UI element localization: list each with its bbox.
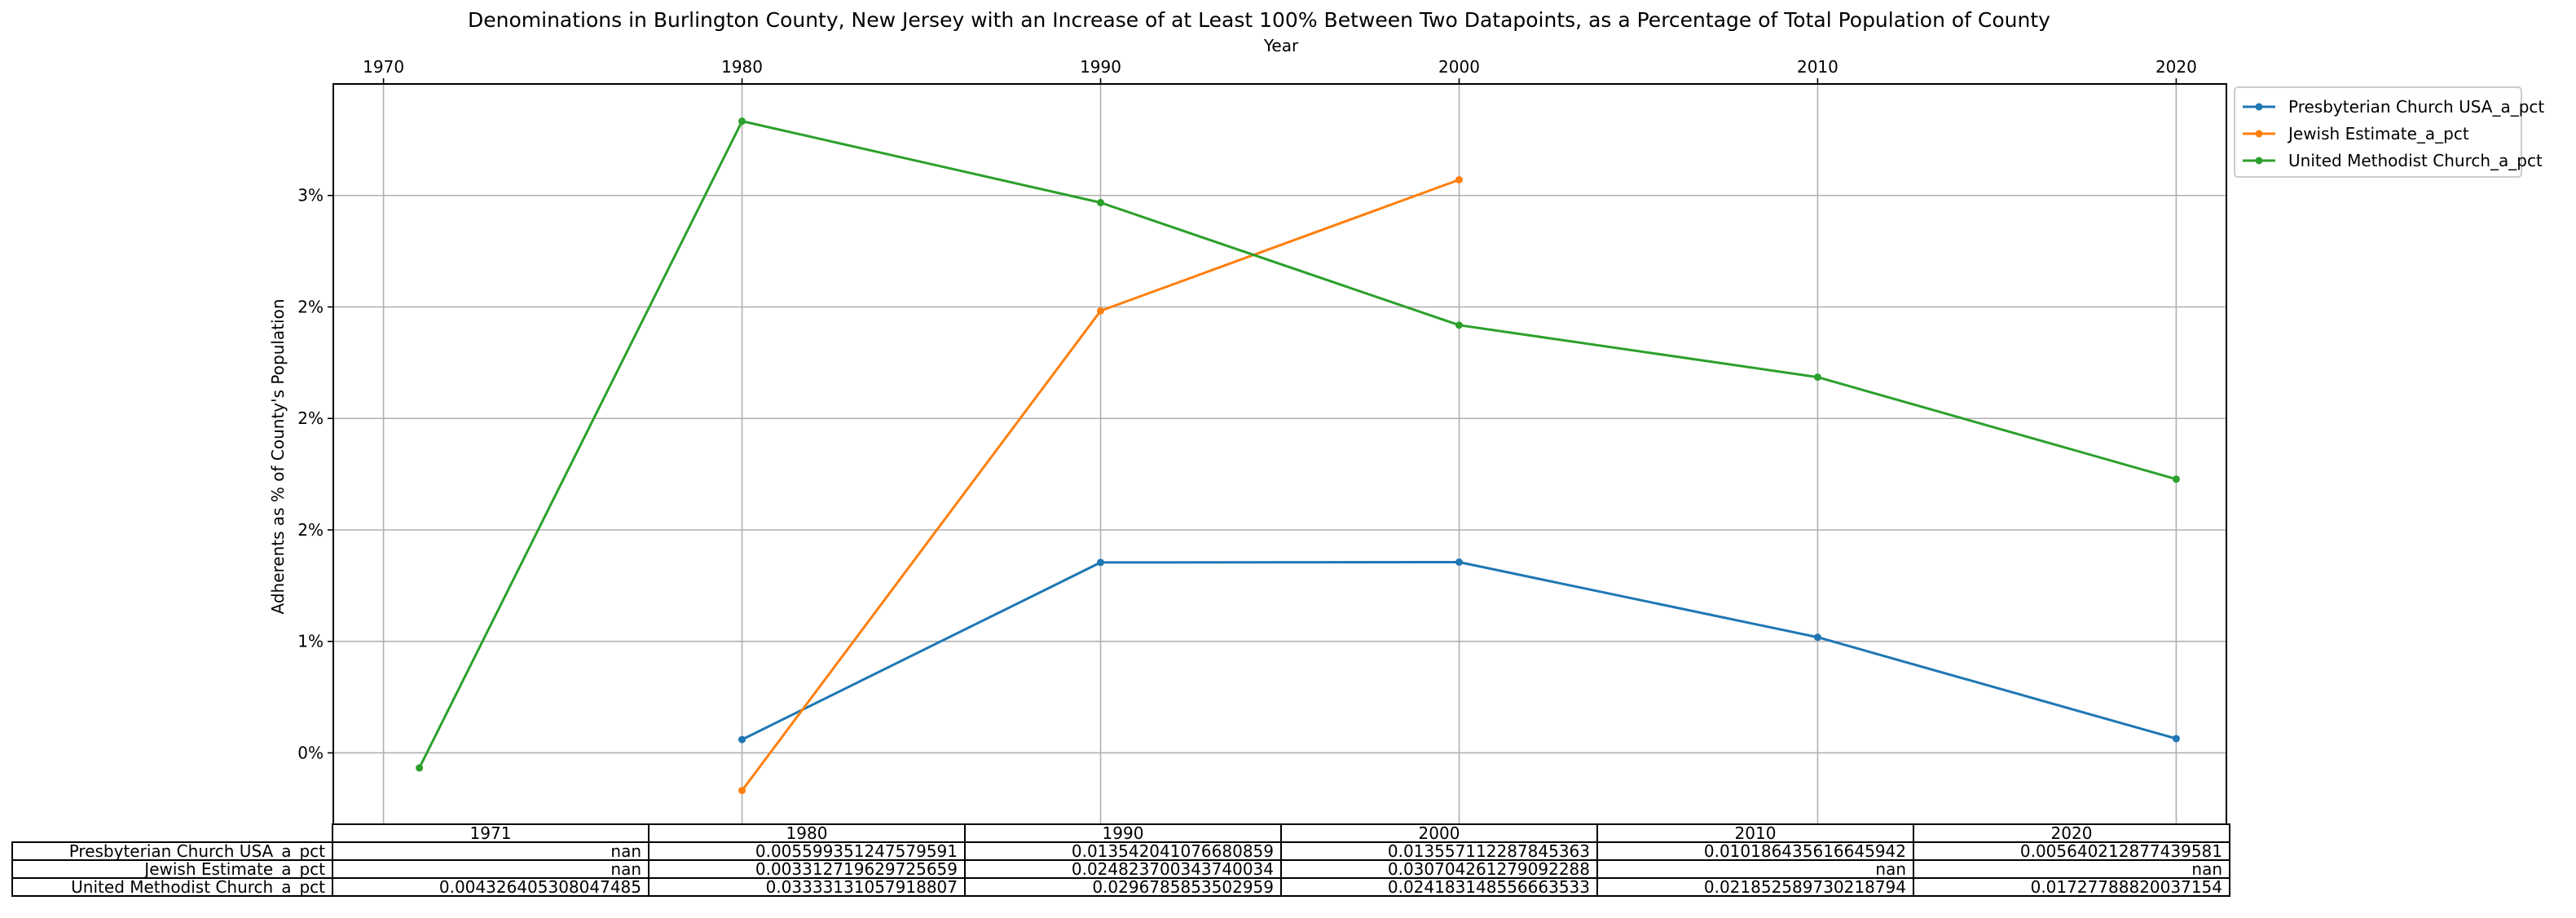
gridlines [333,84,2226,824]
data-point [1455,558,1463,566]
table-column-header: 2010 [1596,823,1914,843]
legend-marker [2255,130,2263,138]
table-cell: 0.021852589730218794 [1596,877,1914,897]
x-tick-label: 1990 [1080,57,1121,77]
table-column-header: 2000 [1280,823,1598,843]
data-point [2172,475,2180,483]
table-cell: 0.003312719629725659 [648,859,966,879]
table-cell: nan [1913,859,2230,879]
table-header-row: 1971 1980 1990 2000 2010 2020 [12,823,2230,843]
x-tick-label: 2010 [1797,57,1838,77]
x-tick-label: 1970 [363,57,404,77]
table-row: Jewish Estimate_a_pct nan 0.00331271962972… [11,859,2230,879]
data-point [1813,633,1821,642]
data-point [2172,735,2180,743]
data-table: 1971 1980 1990 2000 2010 2020 Presbyterian Chu… [11,823,2230,897]
table-row: United Methodist Church_a_pct 0.004326405… [11,877,2230,897]
table-cell: 0.0296785853502959 [964,877,1282,897]
data-point [738,117,746,126]
legend-frame [2234,86,2522,178]
y-tick-label: 1% [297,632,324,651]
legend-marker [2255,157,2263,165]
data-point [1813,373,1821,382]
table-column-header: 1990 [964,823,1282,843]
legend-label: United Methodist Church_a_pct [2288,151,2543,170]
x-tick-label: 2020 [2155,57,2197,77]
legend-marker [2255,103,2263,111]
table-cell: nan [1596,859,1914,879]
table-cell: 0.005640212877439581 [1913,841,2230,861]
data-point [738,787,746,795]
table-corner [12,824,332,842]
series-lines [416,117,2180,795]
table-cell: nan [332,841,650,861]
table-cell: 0.004326405308047485 [332,877,650,897]
table-cell: 0.01727788820037154 [1913,877,2230,897]
table-column-header: 2020 [1913,823,2230,843]
table-row: Presbyterian Church USA_a_pct nan 0.005599… [11,841,2230,861]
data-point [1455,321,1463,329]
data-point [1097,307,1105,315]
table-cell: 0.024183148556663533 [1280,877,1598,897]
data-point [1455,175,1463,183]
data-point [1097,558,1105,567]
table-column-header: 1980 [648,823,966,843]
table-column-header: 1971 [332,823,650,843]
y-tick-label: 2% [297,297,324,316]
chart-title: Denominations in Burlington County, New … [468,8,2050,32]
y-tick-label: 0% [297,743,324,762]
data-point [738,735,746,744]
legend: Presbyterian Church USA_a_pct Jewish Esti… [2234,86,2544,178]
table-cell: 0.013557112287845363 [1280,841,1598,861]
table-row-label: Presbyterian Church USA_a_pct [11,841,333,861]
legend-label: Presbyterian Church USA_a_pct [2288,97,2544,117]
y-tick-label: 3% [297,186,324,205]
y-tick-label: 2% [297,408,324,428]
table-row-label: United Methodist Church_a_pct [11,877,333,897]
y-tick-label: 2% [297,520,324,540]
y-axis-label: Adherents as % of County's Population [268,298,288,614]
table-cell: 0.010186435616645942 [1596,841,1914,861]
data-point [416,764,424,772]
legend-label: Jewish Estimate_a_pct [2287,124,2469,143]
table-cell: 0.03333131057918807 [648,877,966,897]
x-axis-label: Year [1263,36,1299,55]
x-tick-label: 2000 [1438,57,1480,77]
series-line-2 [418,120,2177,769]
x-tick-label: 1980 [721,57,763,77]
table-cell: nan [332,859,650,879]
table-cell: 0.005599351247579591 [648,841,966,861]
table-cell: 0.024823700343740034 [964,859,1282,879]
table-cell: 0.030704261279092288 [1280,859,1598,879]
table-row-label: Jewish Estimate_a_pct [11,859,333,879]
data-point [1097,199,1105,207]
axis-ticks: 1970 1980 1990 2000 2010 2020 0% 1% 2% 2% 2% 3% [297,57,2197,762]
table-cell: 0.013542041076680859 [964,841,1282,861]
